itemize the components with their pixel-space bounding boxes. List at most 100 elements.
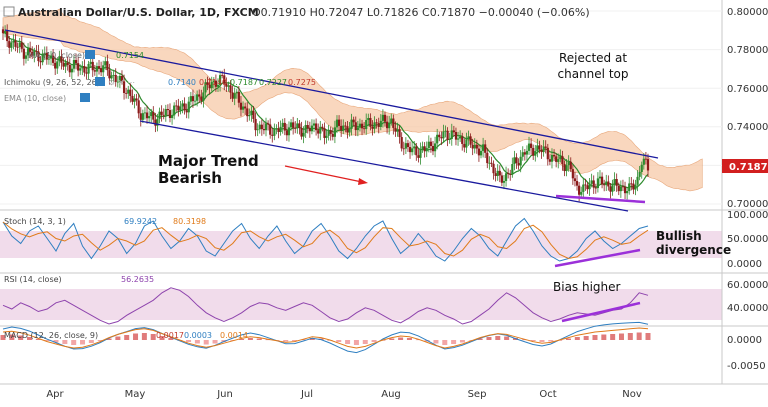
annotation-rejected-line2: channel top	[558, 67, 629, 81]
candle-body	[20, 42, 23, 49]
candle-body	[400, 137, 403, 149]
price-axis-label: 0.70000	[727, 199, 768, 210]
trend-arrow	[284, 165, 363, 183]
macd-histogram-bar	[44, 340, 50, 341]
candle-body	[463, 143, 466, 148]
candle-body	[527, 143, 531, 151]
candle-body	[29, 48, 32, 52]
candle-body	[488, 162, 491, 164]
candle-body	[423, 146, 426, 152]
candle-body	[373, 122, 376, 129]
month-label: Jun	[216, 389, 233, 400]
stoch-divergence-line	[554, 248, 641, 268]
candle-body	[250, 110, 253, 116]
candle-body	[492, 163, 495, 174]
candle-body	[367, 117, 370, 121]
macd-histogram-bar	[601, 334, 607, 340]
candle-body	[58, 56, 61, 62]
candle-body	[342, 125, 345, 131]
candle-body	[310, 125, 314, 132]
candle-body	[252, 110, 255, 119]
candle-body	[49, 55, 53, 59]
macd-histogram-bar	[565, 338, 571, 340]
eye-icon[interactable]	[80, 93, 90, 102]
collapse-icon[interactable]	[3, 6, 15, 17]
candle-body	[511, 164, 514, 175]
macd-legend-label: MACD (12, 26, close, 9)	[4, 331, 98, 340]
macd-histogram-lines	[0, 321, 651, 354]
rsi-band	[0, 289, 722, 320]
candle-body	[298, 123, 301, 128]
macd-value-macd: 0.0003	[184, 331, 212, 340]
macd-histogram-bar	[504, 336, 510, 340]
candle-body	[83, 66, 86, 73]
candle-body	[256, 129, 259, 131]
macd-histogram-bar	[521, 339, 527, 341]
candle-body	[321, 126, 324, 129]
macd-histogram-bar	[530, 340, 536, 341]
macd-histogram-bar	[159, 336, 165, 340]
candle-body	[112, 74, 115, 76]
candle-body	[406, 143, 410, 148]
candle-body	[233, 93, 236, 99]
macd-histogram-bar	[283, 340, 289, 342]
candle-body	[218, 75, 222, 85]
ema-legend-label: EMA (10, close)	[4, 94, 66, 103]
candle-body	[584, 184, 587, 186]
candle-body	[642, 158, 645, 165]
price-axis-label: 0.74000	[727, 122, 768, 133]
candle-body	[454, 132, 458, 140]
candle-body	[557, 159, 560, 162]
eye-icon[interactable]	[95, 77, 105, 86]
candle-body	[335, 119, 339, 128]
macd-histogram-bar	[71, 340, 77, 345]
macd-histogram-bar	[451, 340, 457, 344]
macd-histogram-bar	[336, 340, 342, 342]
candle-body	[623, 186, 627, 194]
ma-legend-label: MA (10, close)	[28, 51, 85, 60]
candle-body	[214, 80, 218, 87]
candle-body	[546, 147, 549, 160]
candle-body	[586, 185, 589, 190]
macd-histogram-bar	[124, 335, 130, 340]
candle-body	[383, 114, 387, 122]
candle-body	[494, 173, 497, 176]
candle-body	[294, 127, 297, 129]
candle-body	[302, 132, 305, 137]
candle-body	[442, 131, 445, 139]
candle-body	[502, 180, 506, 183]
month-label: Jul	[300, 389, 313, 400]
macd-histogram-bar	[256, 338, 262, 340]
candle-body	[102, 65, 105, 73]
candle-body	[81, 66, 84, 69]
candle-body	[129, 89, 132, 96]
candle-body	[43, 52, 46, 54]
candle-body	[72, 60, 76, 69]
candle-body	[14, 40, 17, 47]
candle-body	[306, 125, 309, 129]
ichimoku-value-3: 0.7187	[230, 78, 258, 87]
candle-body	[173, 105, 176, 116]
month-label: Oct	[539, 389, 556, 400]
candle-body	[477, 148, 481, 156]
candle-body	[87, 63, 90, 74]
candle-body	[471, 144, 474, 149]
macd-histogram-bar	[35, 339, 41, 340]
candle-body	[56, 61, 59, 69]
candle-body	[632, 183, 635, 190]
axis-labels: 0.80000 0.78000 0.76000 0.74000 0.70000100.0…	[727, 7, 768, 372]
candle-body	[175, 105, 178, 107]
candle-body	[51, 55, 55, 63]
candle-body	[154, 119, 157, 126]
candle-body	[208, 84, 211, 89]
eye-icon[interactable]	[85, 50, 95, 59]
macd-histogram-bar	[645, 333, 651, 340]
settings-icon[interactable]: ⚙ ✕ ⋯	[108, 78, 135, 87]
macd-axis-label: -0.0050	[727, 361, 766, 372]
price-axis-label: 0.76000	[727, 84, 768, 95]
candle-body	[317, 130, 320, 134]
candle-body	[26, 48, 30, 56]
candle-body	[191, 96, 195, 102]
candle-body	[626, 191, 629, 194]
